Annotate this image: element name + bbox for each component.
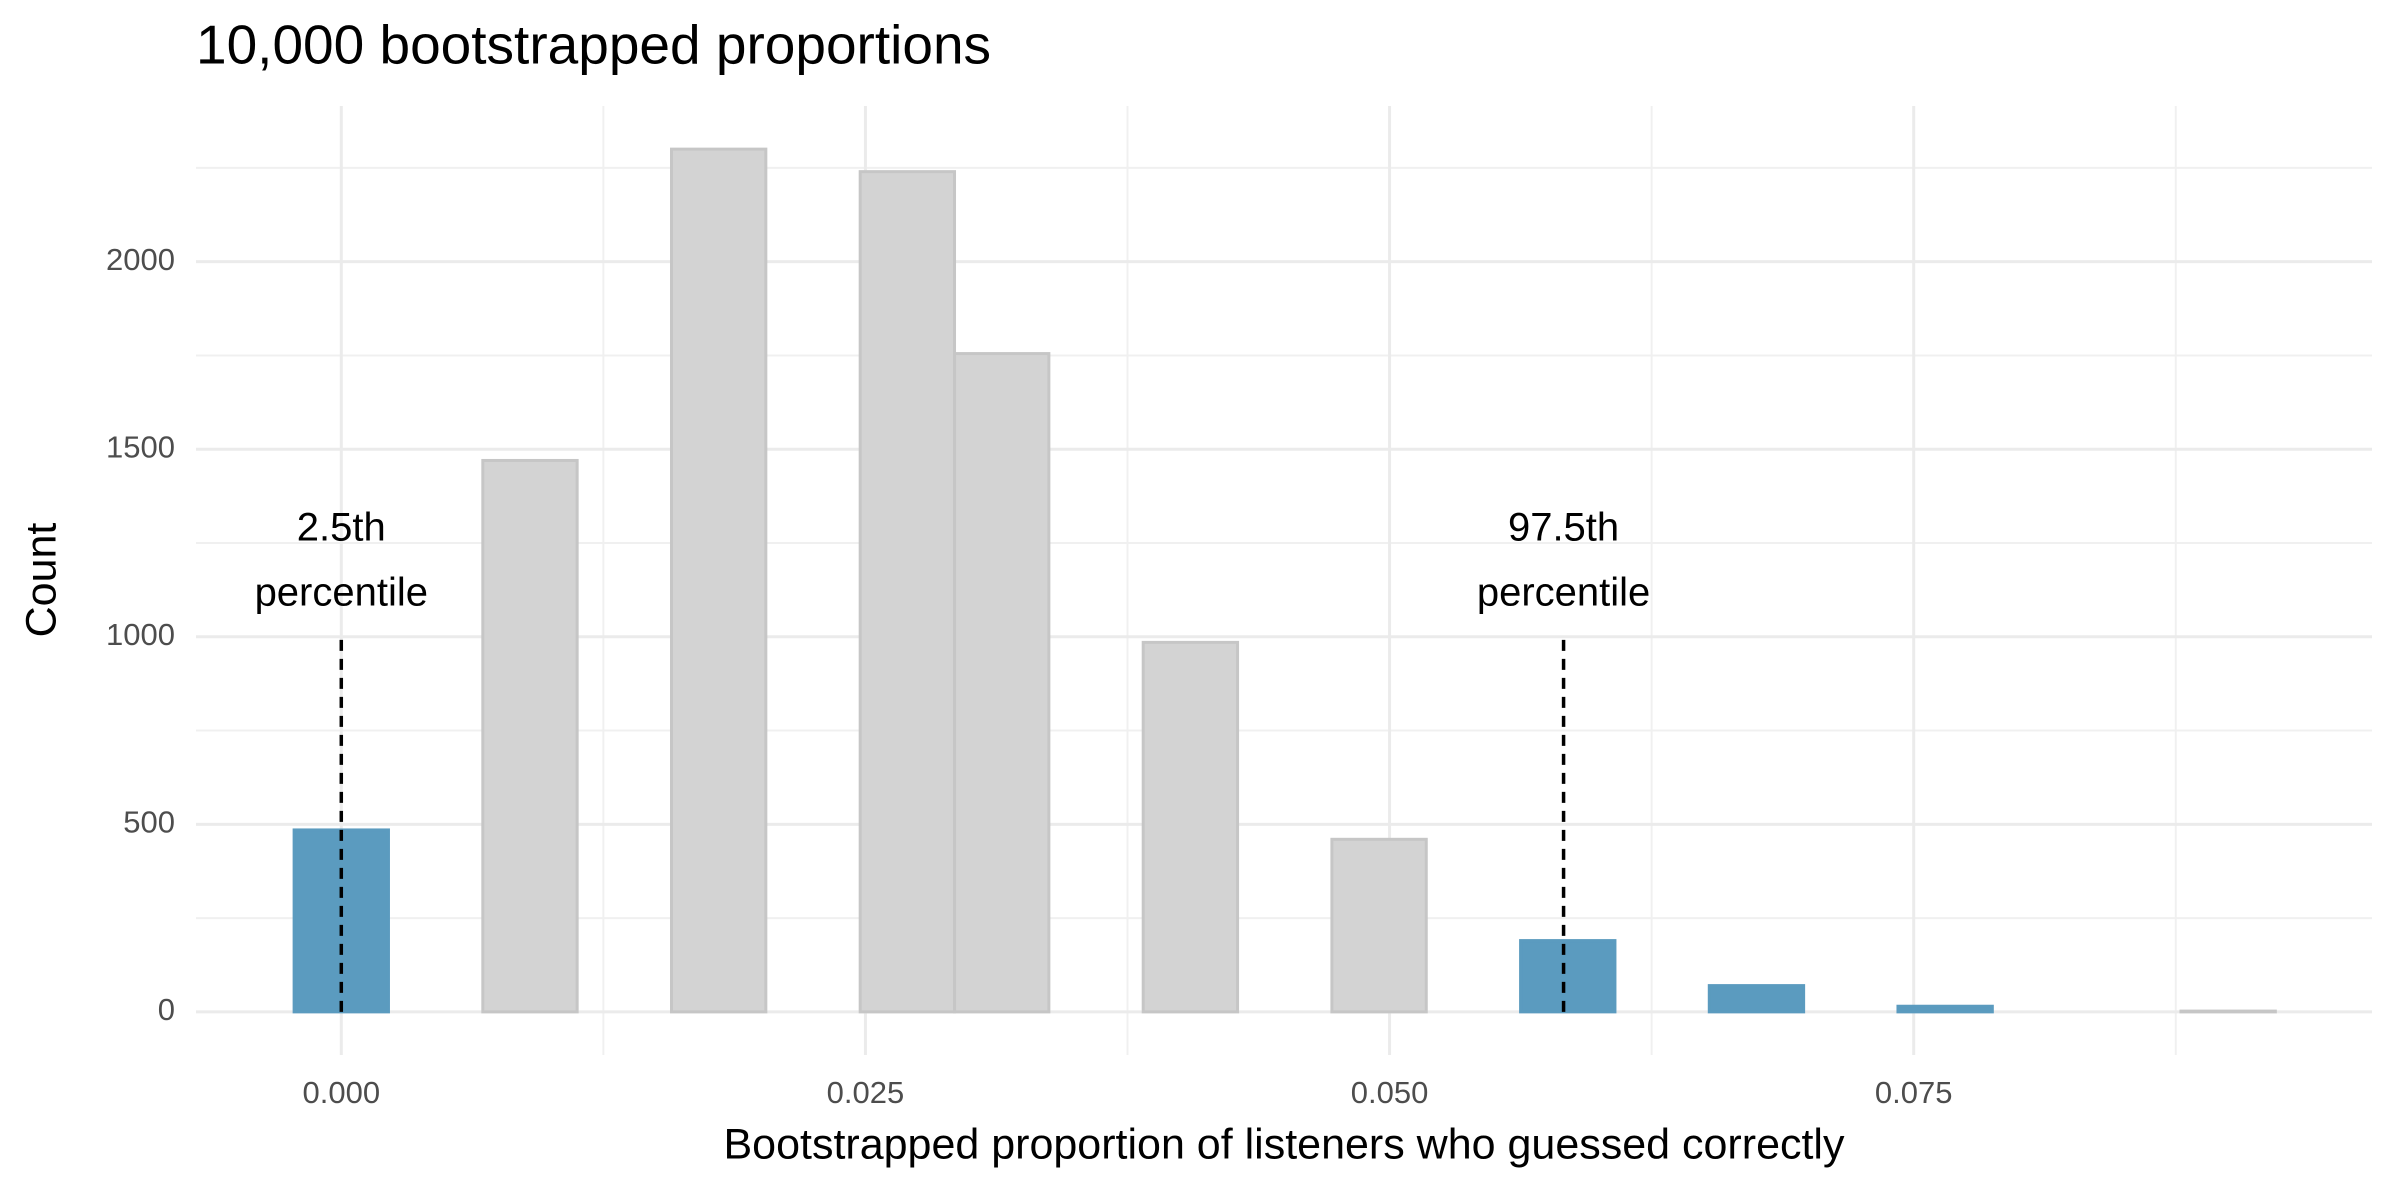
bar <box>669 147 768 1014</box>
annotation-text: percentile <box>255 571 428 615</box>
bar <box>1141 640 1240 1014</box>
bar <box>1330 837 1428 1014</box>
x-tick-label: 0.000 <box>303 1075 381 1110</box>
x-tick-label: 0.075 <box>1875 1075 1953 1110</box>
bar <box>858 170 957 1014</box>
x-tick-label: 0.050 <box>1351 1075 1429 1110</box>
x-axis-title: Bootstrapped proportion of listeners who… <box>723 1120 1845 1168</box>
y-tick-label: 1000 <box>106 617 175 652</box>
annotation-text: percentile <box>1477 571 1650 615</box>
x-tick-label: 0.025 <box>827 1075 905 1110</box>
y-tick-label: 500 <box>123 805 175 840</box>
bar <box>1707 984 1806 1014</box>
y-tick-label: 1500 <box>106 429 175 464</box>
annotation-text: 97.5th <box>1508 506 1619 550</box>
annotation-text: 2.5th <box>297 506 386 550</box>
bar <box>2179 1009 2277 1014</box>
bar <box>481 458 579 1014</box>
bar <box>953 352 1051 1014</box>
y-tick-label: 2000 <box>106 242 175 277</box>
bar <box>1896 1004 1994 1014</box>
bar <box>1519 939 1617 1014</box>
y-axis-title: Count <box>17 523 65 638</box>
chart-title: 10,000 bootstrapped proportions <box>196 14 991 76</box>
y-tick-label: 0 <box>158 992 175 1027</box>
